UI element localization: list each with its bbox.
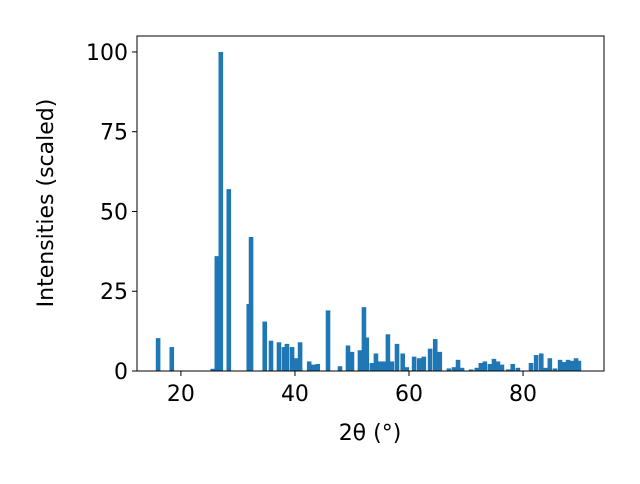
bar bbox=[364, 337, 370, 371]
x-tick-label: 20 bbox=[167, 382, 195, 407]
bar bbox=[478, 363, 484, 371]
bar bbox=[373, 353, 379, 371]
y-tick-label: 50 bbox=[100, 200, 128, 225]
bar bbox=[495, 361, 501, 371]
y-tick-label: 75 bbox=[100, 121, 128, 146]
bar bbox=[491, 358, 497, 371]
bar bbox=[306, 361, 312, 371]
y-axis-label: Intensities (scaled) bbox=[34, 99, 59, 308]
bar bbox=[404, 367, 410, 371]
bar bbox=[437, 351, 443, 371]
bar bbox=[389, 361, 395, 371]
x-axis-label: 2θ (°) bbox=[339, 421, 402, 446]
bar bbox=[569, 360, 575, 371]
bar bbox=[369, 363, 375, 371]
bar bbox=[552, 368, 558, 371]
x-tick-label: 60 bbox=[395, 382, 423, 407]
bar bbox=[576, 360, 582, 371]
bar bbox=[281, 347, 287, 371]
bar bbox=[214, 256, 220, 371]
bar bbox=[416, 358, 422, 371]
bar bbox=[565, 359, 571, 371]
bar bbox=[542, 367, 548, 371]
bar bbox=[268, 340, 274, 371]
bar bbox=[459, 367, 465, 371]
bar bbox=[289, 347, 295, 371]
bar bbox=[421, 356, 427, 371]
bar bbox=[468, 369, 474, 371]
bar bbox=[427, 348, 433, 371]
bar bbox=[311, 364, 317, 371]
bar bbox=[557, 359, 563, 371]
bar bbox=[394, 343, 400, 371]
bar bbox=[510, 363, 516, 371]
bar bbox=[276, 342, 282, 371]
bar bbox=[533, 355, 539, 371]
y-tick-label: 0 bbox=[114, 360, 128, 385]
bar bbox=[357, 350, 363, 371]
bar bbox=[487, 363, 493, 371]
bar bbox=[451, 367, 457, 371]
bar bbox=[218, 51, 224, 371]
bar bbox=[349, 351, 355, 371]
bar bbox=[482, 361, 488, 371]
bar bbox=[361, 307, 367, 371]
bar bbox=[432, 339, 438, 371]
bar bbox=[385, 334, 391, 371]
bar bbox=[400, 353, 406, 371]
bar bbox=[474, 367, 480, 371]
bar bbox=[325, 310, 331, 371]
bar bbox=[547, 358, 553, 371]
plot-frame bbox=[136, 35, 605, 372]
x-tick-label: 40 bbox=[281, 382, 309, 407]
bar bbox=[538, 353, 544, 371]
bar bbox=[297, 342, 303, 371]
x-tick-label: 80 bbox=[509, 382, 537, 407]
bar bbox=[315, 363, 321, 371]
bar bbox=[377, 361, 383, 371]
bar bbox=[446, 368, 452, 371]
bar bbox=[561, 362, 567, 371]
bar bbox=[210, 368, 216, 371]
y-tick-label: 100 bbox=[86, 41, 128, 66]
bar bbox=[293, 358, 299, 371]
bar bbox=[337, 366, 343, 371]
bar bbox=[573, 358, 579, 371]
bar bbox=[155, 338, 161, 371]
bar bbox=[455, 359, 461, 371]
bar bbox=[528, 363, 534, 371]
bar bbox=[505, 369, 511, 371]
bar bbox=[381, 361, 387, 371]
bar bbox=[284, 343, 290, 371]
bar bbox=[345, 345, 351, 371]
bar bbox=[169, 347, 175, 371]
y-tick-label: 25 bbox=[100, 280, 128, 305]
bar bbox=[411, 356, 417, 371]
bar bbox=[248, 237, 254, 371]
bar bbox=[499, 364, 505, 371]
bar bbox=[515, 367, 521, 371]
bar bbox=[226, 189, 232, 371]
bar bbox=[262, 321, 268, 371]
